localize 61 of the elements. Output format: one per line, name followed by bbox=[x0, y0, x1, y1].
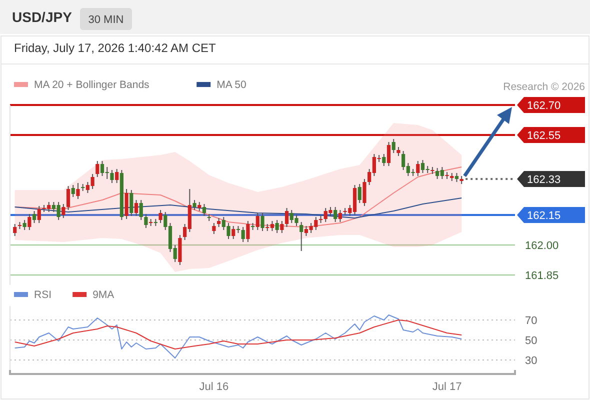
candlestick bbox=[139, 200, 143, 220]
legend-label: MA 50 bbox=[216, 79, 247, 91]
candlestick bbox=[96, 160, 100, 178]
candlestick bbox=[392, 138, 396, 154]
candlestick bbox=[71, 184, 75, 198]
chart-subtitle: Friday, July 17, 2026 1:40:42 AM CET bbox=[14, 41, 217, 55]
candlestick bbox=[158, 210, 162, 224]
text: Research © 2026 bbox=[503, 81, 586, 93]
candlestick bbox=[256, 212, 260, 230]
candlestick bbox=[115, 168, 119, 184]
candlestick bbox=[275, 220, 279, 234]
line-series bbox=[14, 314, 462, 358]
candlestick bbox=[416, 160, 420, 176]
x-tick-label: Jul 17 bbox=[432, 381, 462, 393]
candlestick bbox=[246, 220, 250, 242]
text: 30 MIN bbox=[88, 14, 124, 26]
line-series bbox=[14, 320, 462, 350]
y-tick-label: 162.15 bbox=[527, 210, 561, 222]
candlestick bbox=[28, 214, 32, 230]
y-tick-label: 161.85 bbox=[525, 270, 559, 282]
candlestick bbox=[382, 154, 386, 166]
candlestick bbox=[284, 208, 289, 228]
x-tick-label: Jul 16 bbox=[199, 381, 229, 393]
candlestick bbox=[22, 220, 26, 230]
y-tick-label: 162.70 bbox=[527, 100, 561, 112]
y-tick-label: 162.33 bbox=[527, 174, 561, 186]
candlestick bbox=[232, 226, 236, 240]
line-series bbox=[14, 198, 462, 218]
candlestick bbox=[241, 226, 245, 242]
y-tick-label: 162.55 bbox=[527, 130, 561, 142]
chart-title: USD/JPY bbox=[12, 9, 73, 25]
candlestick bbox=[212, 222, 216, 234]
candlestick bbox=[13, 224, 17, 236]
candlestick bbox=[192, 200, 196, 210]
candlestick bbox=[280, 220, 284, 234]
legend-label: MA 20 + Bollinger Bands bbox=[34, 79, 150, 91]
candlestick bbox=[124, 188, 128, 220]
candlestick bbox=[32, 210, 36, 224]
candlestick bbox=[110, 170, 114, 184]
y-tick-label: 162.00 bbox=[525, 240, 559, 252]
candlestick bbox=[76, 182, 80, 200]
candlestick bbox=[300, 222, 304, 252]
candlestick bbox=[134, 200, 138, 216]
candlestick bbox=[178, 234, 182, 266]
candlestick bbox=[66, 186, 70, 210]
candlestick bbox=[334, 206, 338, 222]
legend-label: RSI bbox=[34, 289, 52, 301]
y-tick-label: 70 bbox=[525, 315, 538, 327]
y-tick-label: 50 bbox=[525, 335, 538, 347]
candlestick bbox=[260, 212, 264, 232]
candlestick bbox=[202, 204, 206, 216]
candlestick bbox=[37, 206, 41, 224]
candlestick bbox=[358, 184, 362, 204]
candlestick bbox=[386, 142, 391, 166]
candlestick bbox=[338, 210, 342, 222]
candlestick bbox=[130, 190, 134, 216]
candlestick bbox=[362, 178, 366, 206]
y-tick-label: 30 bbox=[525, 355, 538, 367]
legend-label: 9MA bbox=[92, 289, 114, 301]
candlestick bbox=[62, 204, 66, 218]
candlestick bbox=[144, 214, 148, 228]
